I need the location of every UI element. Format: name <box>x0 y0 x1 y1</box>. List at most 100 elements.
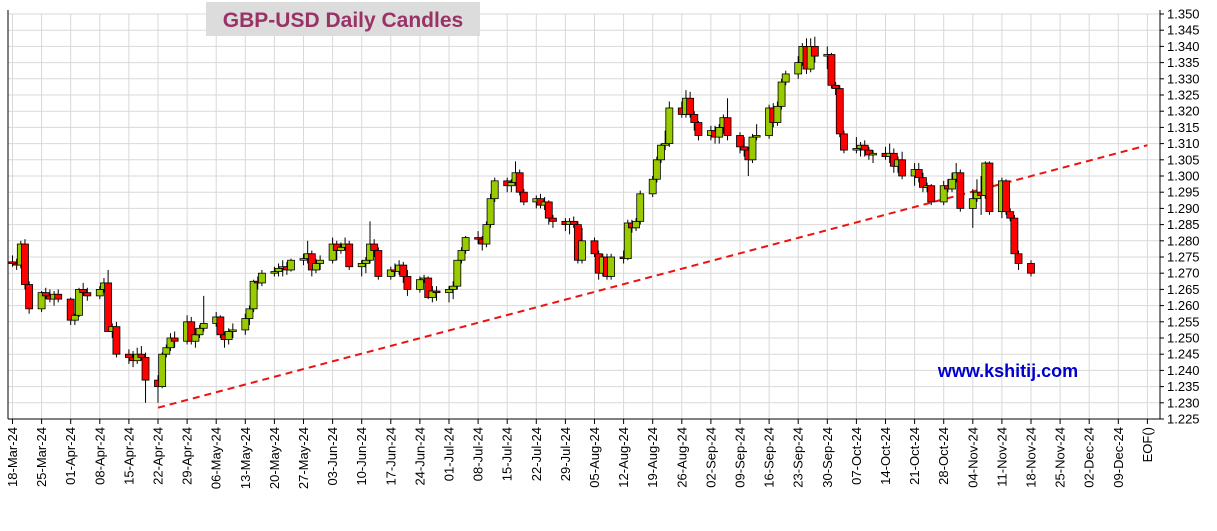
candle <box>199 295 208 332</box>
candle <box>258 269 266 287</box>
watermark-url: www.kshitij.com <box>937 361 1078 381</box>
candle-body-up <box>869 152 877 156</box>
y-tick-label: 1.350 <box>1167 7 1200 22</box>
candle <box>1027 260 1035 277</box>
candle-body-up <box>507 182 516 187</box>
candle <box>519 188 528 206</box>
candle <box>170 331 179 348</box>
candle <box>449 281 458 300</box>
candle <box>461 235 470 254</box>
candle-body-down <box>1027 263 1035 274</box>
candle <box>270 266 279 277</box>
candle-body-up <box>461 237 470 251</box>
candle <box>665 101 674 147</box>
candle <box>919 172 927 193</box>
candle-body-down <box>740 146 749 151</box>
y-tick-label: 1.315 <box>1167 120 1200 135</box>
candle-body-up <box>794 62 803 75</box>
candle-body-down <box>170 337 179 342</box>
candle-body-down <box>21 243 29 285</box>
candle-body-down <box>569 220 578 226</box>
candle-body-down <box>736 135 744 148</box>
x-tick-label: 09-Sep-24 <box>733 427 748 488</box>
candle-body-down <box>187 321 196 342</box>
candle-body-up <box>648 178 657 195</box>
candle <box>274 263 283 277</box>
y-tick-label: 1.325 <box>1167 88 1200 103</box>
candle <box>357 260 366 277</box>
candle <box>781 70 790 86</box>
candle <box>428 286 437 303</box>
candle-body-up <box>777 81 786 107</box>
x-tick-label: 02-Sep-24 <box>703 427 718 488</box>
candle <box>1010 214 1019 255</box>
candle <box>386 266 395 280</box>
candle-body-up <box>328 243 337 261</box>
candle <box>415 276 424 293</box>
candle <box>337 242 345 254</box>
x-tick-label: 06-May-24 <box>209 427 224 489</box>
x-tick-label: 10-Jun-24 <box>354 427 369 486</box>
candle <box>403 269 412 296</box>
candle-body-up <box>968 198 977 209</box>
x-tick-label: 13-May-24 <box>238 427 253 489</box>
x-tick-label: 16-Sep-24 <box>762 427 777 488</box>
x-tick-label: 11-Nov-24 <box>994 427 1009 487</box>
candle-body-up <box>270 271 279 274</box>
candle <box>141 352 150 403</box>
candle <box>794 56 803 79</box>
x-tick-label: EOF() <box>1140 427 1155 462</box>
candle <box>985 161 994 215</box>
candle-body-up <box>415 279 424 290</box>
candle <box>486 193 495 228</box>
x-tick-label: 26-Aug-24 <box>674 427 689 488</box>
candle-body-up <box>948 178 956 190</box>
y-tick-label: 1.345 <box>1167 23 1200 38</box>
candle <box>457 247 466 264</box>
candle <box>661 130 670 151</box>
candle-body-down <box>216 316 225 336</box>
candle <box>1014 250 1023 270</box>
candle-body-down <box>549 217 557 222</box>
candle <box>361 257 370 274</box>
candles <box>8 36 1035 403</box>
candle <box>312 258 320 274</box>
candle-body-up <box>449 285 458 290</box>
candle-body-down <box>399 264 408 277</box>
x-tick-label: 28-Oct-24 <box>936 427 951 485</box>
candle <box>37 291 46 313</box>
candle-body-up <box>657 144 665 161</box>
candle <box>287 258 295 272</box>
x-tick-label: 18-Nov-24 <box>1024 427 1039 488</box>
candle <box>806 38 815 73</box>
candle <box>569 216 578 228</box>
candle-body-up <box>806 46 815 70</box>
candle <box>241 313 250 335</box>
x-tick-label: 09-Dec-24 <box>1111 427 1126 488</box>
candle-body-down <box>474 237 483 240</box>
candle-body-down <box>25 284 34 310</box>
candle <box>187 316 196 345</box>
candle <box>1006 208 1015 222</box>
candle-body-down <box>125 353 133 358</box>
candle-body-up <box>241 318 250 331</box>
candle <box>166 333 175 351</box>
candle <box>424 276 433 300</box>
candle-body-down <box>1014 253 1023 264</box>
candle <box>648 176 657 198</box>
candle-body-up <box>70 314 79 321</box>
candle <box>482 221 491 248</box>
candle <box>948 172 956 193</box>
y-tick-label: 1.300 <box>1167 169 1200 184</box>
candle-body-up <box>453 259 462 287</box>
candle-body-down <box>79 288 88 294</box>
candle <box>445 286 453 303</box>
candle-body-down <box>41 292 50 297</box>
candle-body-up <box>245 308 254 319</box>
candle <box>752 124 761 141</box>
candle-body-up <box>781 73 790 83</box>
candle-body-down <box>137 353 146 358</box>
y-tick-label: 1.310 <box>1167 136 1200 151</box>
y-tick-label: 1.320 <box>1167 104 1200 119</box>
